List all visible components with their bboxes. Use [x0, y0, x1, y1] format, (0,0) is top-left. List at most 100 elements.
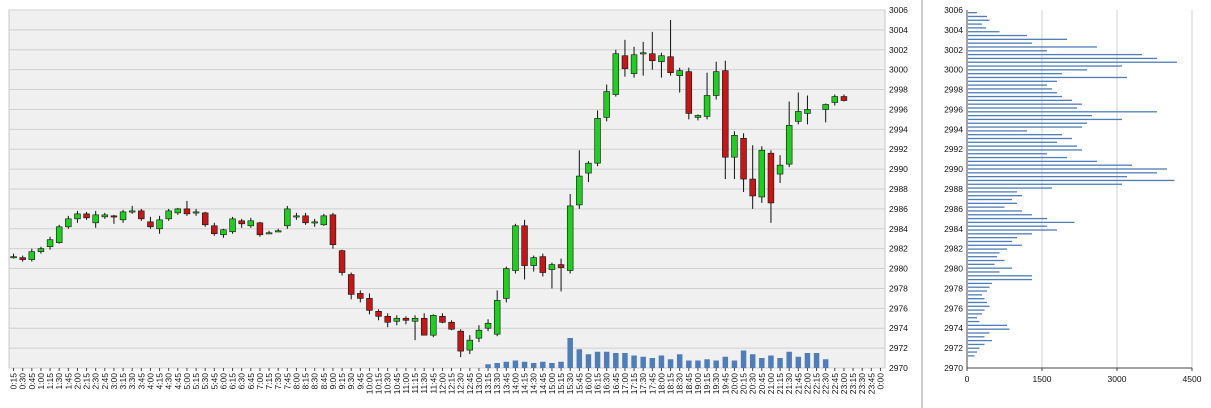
volume-profile-bar	[968, 259, 1005, 262]
time-tick-label: 23:30	[857, 373, 867, 395]
up-candle	[192, 211, 200, 214]
down-candle	[138, 210, 145, 220]
price-tick-label: 2970	[889, 363, 908, 373]
time-tick-label: 8:00	[291, 373, 301, 390]
down-candle	[83, 213, 90, 219]
volume-profile-bar	[968, 34, 1027, 37]
time-tick-label: 1:00	[36, 373, 46, 390]
time-tick-label: 4:15	[155, 373, 165, 390]
profile-price-tick-label: 2982	[944, 244, 963, 254]
volume-bar	[658, 355, 665, 368]
down-candle	[183, 208, 191, 215]
up-candle	[493, 300, 501, 335]
volume-profile-bar	[968, 324, 1007, 327]
volume-bar	[786, 351, 792, 368]
time-tick-label: 2:30	[91, 373, 101, 390]
volume-profile-bar	[968, 80, 1057, 82]
volume-profile-bar	[968, 198, 1012, 201]
time-tick-label: 16:45	[611, 373, 621, 395]
price-tick-label: 2972	[889, 343, 908, 353]
time-tick-label: 9:45	[355, 373, 365, 390]
time-tick-label: 18:30	[675, 373, 685, 395]
price-tick-label: 2978	[889, 283, 908, 293]
volume-profile-bar	[968, 19, 990, 21]
time-tick-label: 12:30	[456, 373, 466, 395]
time-tick-label: 13:45	[501, 373, 511, 395]
up-candle	[630, 54, 638, 74]
volume-profile-bar	[968, 114, 1092, 117]
down-candle	[384, 315, 391, 323]
profile-price-tick-label: 2988	[944, 184, 963, 194]
volume-bar	[512, 360, 519, 368]
volume-bar	[503, 361, 510, 368]
time-tick-label: 22:15	[812, 373, 822, 395]
volume-profile-bar	[968, 332, 990, 334]
time-tick-label: 8:30	[310, 373, 320, 390]
up-candle	[411, 317, 419, 322]
volume-profile-chart: 3006 3004 3002 3000 2998 2996 2994 2992 2990 2988…	[944, 5, 1202, 384]
up-candle	[776, 164, 784, 175]
up-candle	[265, 232, 273, 235]
volume-tick-label: 3000	[1108, 374, 1127, 384]
time-tick-label: 5:00	[182, 373, 192, 390]
time-tick-label: 5:15	[191, 373, 201, 390]
volume-profile-bar	[968, 252, 1000, 254]
time-tick-label: 12:45	[465, 373, 475, 395]
volume-profile-bar	[968, 164, 1132, 166]
volume-profile-bar	[968, 61, 1177, 63]
up-candle	[612, 53, 620, 95]
volume-profile-bar	[968, 134, 1062, 136]
volume-bar	[777, 358, 783, 368]
price-tick-label: 2986	[889, 204, 908, 214]
volume-tick-label: 1500	[1033, 374, 1052, 384]
time-axis: 0:15 0:30 0:45 1:00 1:15 1:30 1:45 2:00 2:15 2:30…	[9, 368, 885, 395]
volume-bar	[631, 355, 637, 368]
volume-profile-bar	[968, 347, 980, 349]
candlestick-chart: 3006 3004 3002 3000 2998 2996 2994 2992 2990 2988…	[8, 5, 908, 395]
down-candle	[19, 257, 26, 260]
time-tick-label: 21:30	[784, 373, 794, 395]
volume-profile-bar	[968, 156, 1067, 159]
profile-price-tick-label: 2972	[944, 343, 963, 353]
volume-profile-bar	[968, 267, 1012, 269]
price-tick-label: 2994	[889, 124, 908, 134]
volume-bar	[585, 354, 592, 368]
volume-profile-bar	[968, 53, 1142, 56]
down-candle	[722, 70, 729, 158]
time-tick-label: 9:30	[346, 373, 356, 390]
volume-bar	[485, 364, 491, 368]
time-tick-label: 11:15	[410, 373, 420, 394]
up-candle	[639, 52, 647, 55]
time-tick-label: 8:45	[319, 373, 329, 390]
time-tick-label: 13:00	[474, 373, 484, 395]
volume-profile-bar	[968, 99, 1072, 102]
time-tick-label: 20:30	[748, 373, 758, 395]
profile-price-tick-label: 2980	[944, 264, 963, 274]
time-tick-label: 11:30	[419, 373, 429, 394]
time-tick-label: 19:00	[693, 373, 703, 395]
volume-bar	[576, 349, 583, 368]
time-tick-label: 7:00	[255, 373, 265, 390]
volume-profile-bar	[968, 179, 1175, 182]
time-tick-label: 9:15	[337, 373, 347, 390]
profile-price-tick-label: 2996	[944, 104, 963, 114]
volume-profile-bar	[968, 65, 1122, 67]
up-candle	[503, 268, 510, 299]
up-candle	[28, 251, 36, 260]
candles	[10, 19, 848, 358]
volume-bar	[704, 359, 710, 368]
time-tick-label: 20:45	[757, 373, 767, 395]
time-tick-label: 17:00	[620, 373, 630, 395]
time-tick-label: 3:00	[109, 373, 119, 390]
volume-profile-bar	[968, 206, 1005, 208]
volume-profile-plot-area	[967, 10, 1192, 368]
volume-bar	[521, 361, 528, 368]
volume-profile-bar	[968, 153, 1047, 155]
volume-profile-bar	[968, 46, 1097, 48]
up-candle	[92, 214, 99, 224]
time-tick-label: 14:30	[529, 373, 539, 395]
volume-profile-bar	[968, 263, 995, 265]
volume-profile-bars	[968, 12, 1177, 357]
volume-profile-bar	[968, 31, 1000, 33]
volume-profile-bar	[968, 202, 1017, 204]
